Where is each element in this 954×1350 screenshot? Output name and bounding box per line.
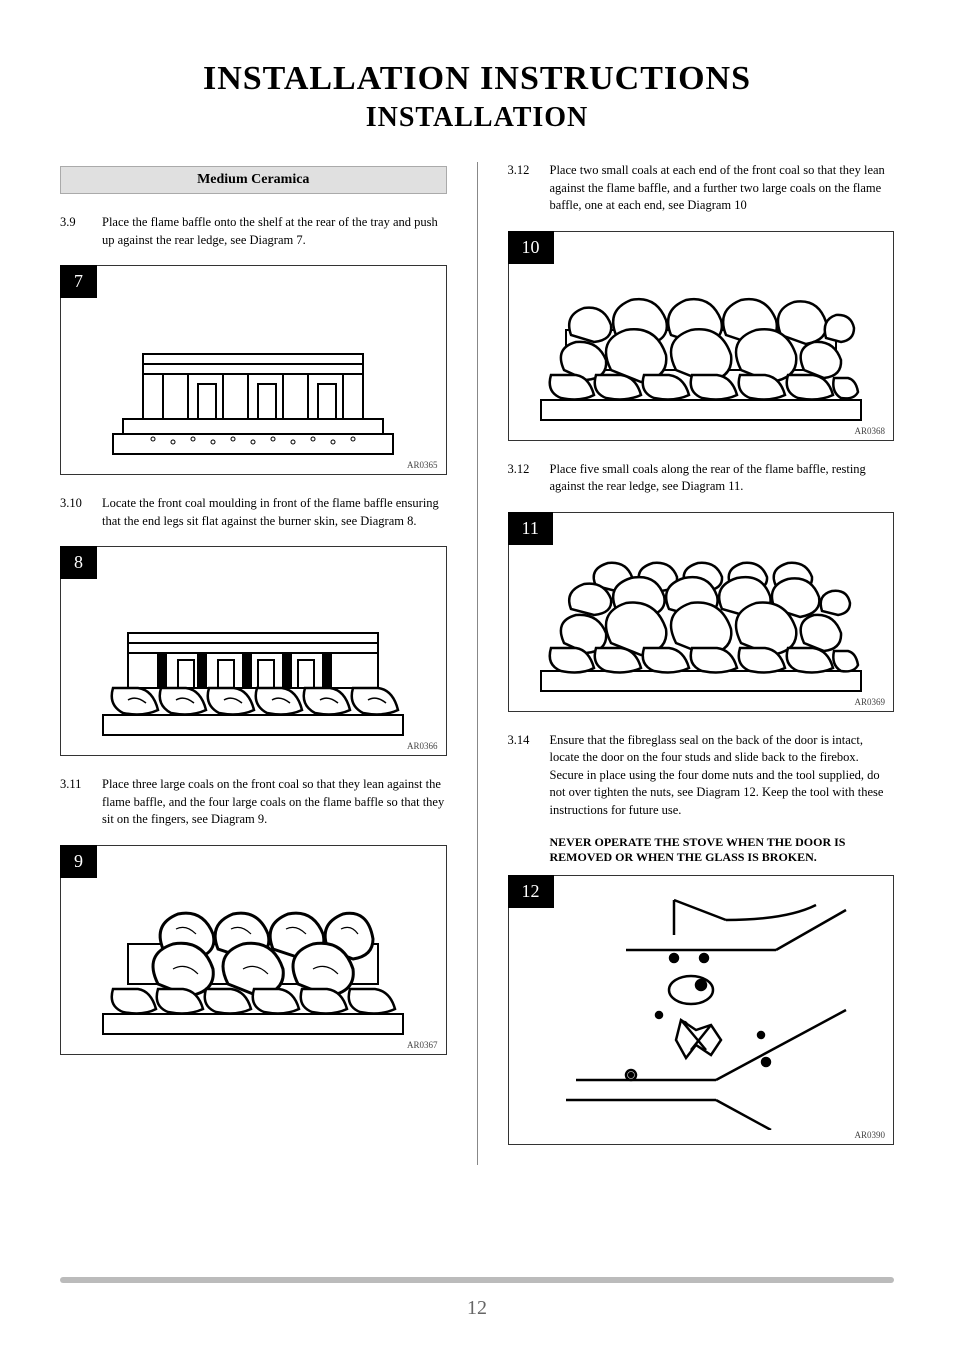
step-text: Place two small coals at each end of the… — [550, 162, 895, 215]
diagram-7: 7 AR0365 — [60, 265, 447, 475]
page-title: INSTALLATION INSTRUCTIONS — [60, 60, 894, 98]
page-number: 12 — [60, 1297, 894, 1320]
step-3-9: 3.9 Place the flame baffle onto the shel… — [60, 214, 447, 249]
step-text: Place three large coals on the front coa… — [102, 776, 447, 829]
step-number: 3.12 — [508, 162, 550, 215]
step-3-14: 3.14 Ensure that the fibreglass seal on … — [508, 732, 895, 820]
column-divider — [477, 162, 478, 1165]
diagram-ref: AR0366 — [407, 741, 438, 751]
content-columns: Medium Ceramica 3.9 Place the flame baff… — [60, 162, 894, 1165]
diagram-12: 12 AR0390 — [508, 875, 895, 1145]
diagram-8: 8 AR0366 — [60, 546, 447, 756]
diagram-badge: 10 — [508, 231, 554, 264]
step-text: Place five small coals along the rear of… — [550, 461, 895, 496]
diagram-ref: AR0369 — [854, 697, 885, 707]
diagram-8-drawing — [98, 595, 408, 745]
step-text: Place the flame baffle onto the shelf at… — [102, 214, 447, 249]
diagram-7-drawing — [103, 324, 403, 464]
diagram-12-drawing — [536, 890, 866, 1130]
step-text: Locate the front coal moulding in front … — [102, 495, 447, 530]
diagram-ref: AR0390 — [854, 1130, 885, 1140]
diagram-badge: 8 — [60, 546, 97, 579]
diagram-10-drawing — [536, 270, 866, 430]
diagram-badge: 12 — [508, 875, 554, 908]
diagram-11: 11 AR0369 — [508, 512, 895, 712]
section-header: Medium Ceramica — [60, 166, 447, 194]
step-3-12a: 3.12 Place two small coals at each end o… — [508, 162, 895, 215]
step-number: 3.14 — [508, 732, 550, 820]
step-3-12b: 3.12 Place five small coals along the re… — [508, 461, 895, 496]
warning-text: NEVER OPERATE THE STOVE WHEN THE DOOR IS… — [508, 835, 895, 865]
step-text: Ensure that the fibreglass seal on the b… — [550, 732, 895, 820]
diagram-badge: 7 — [60, 265, 97, 298]
page-footer: 12 — [60, 1277, 894, 1320]
page-subtitle: INSTALLATION — [60, 102, 894, 134]
step-3-10: 3.10 Locate the front coal moulding in f… — [60, 495, 447, 530]
step-number: 3.10 — [60, 495, 102, 530]
diagram-10: 10 AR0368 — [508, 231, 895, 441]
step-number: 3.9 — [60, 214, 102, 249]
right-column: 3.12 Place two small coals at each end o… — [508, 162, 895, 1165]
diagram-badge: 9 — [60, 845, 97, 878]
diagram-ref: AR0365 — [407, 460, 438, 470]
diagram-9-drawing — [98, 884, 408, 1044]
step-number: 3.12 — [508, 461, 550, 496]
step-3-11: 3.11 Place three large coals on the fron… — [60, 776, 447, 829]
step-number: 3.11 — [60, 776, 102, 829]
left-column: Medium Ceramica 3.9 Place the flame baff… — [60, 162, 447, 1165]
diagram-ref: AR0367 — [407, 1040, 438, 1050]
diagram-9: 9 AR0367 — [60, 845, 447, 1055]
diagram-badge: 11 — [508, 512, 553, 545]
diagram-11-drawing — [536, 551, 866, 701]
diagram-ref: AR0368 — [854, 426, 885, 436]
footer-bar — [60, 1277, 894, 1283]
